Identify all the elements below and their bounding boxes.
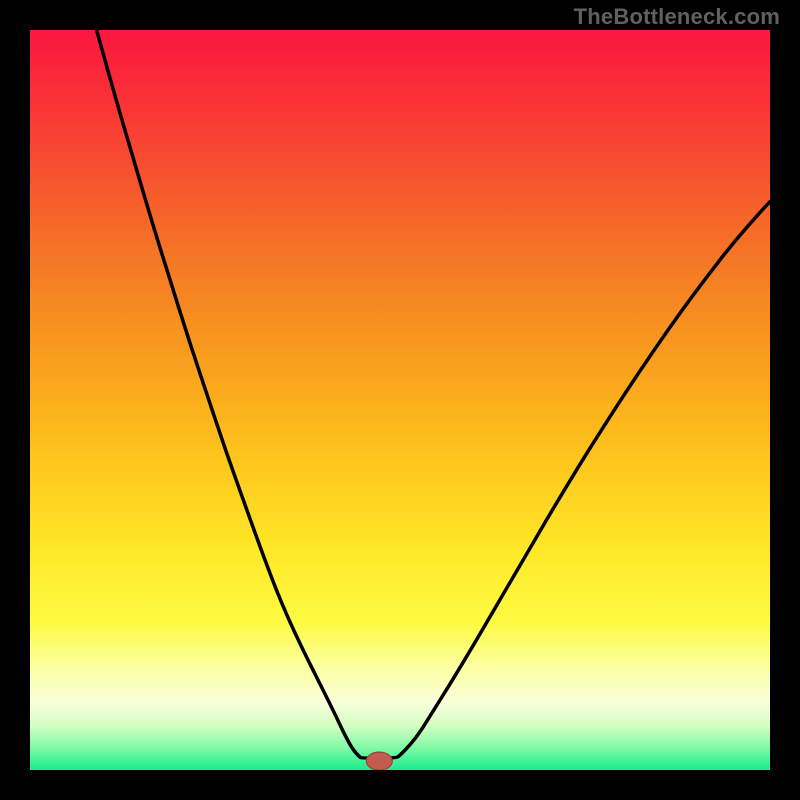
optimal-marker — [366, 752, 392, 770]
chart-frame: TheBottleneck.com — [0, 0, 800, 800]
gradient-background — [30, 30, 770, 770]
watermark-text: TheBottleneck.com — [574, 4, 780, 30]
plot-area — [30, 30, 770, 770]
bottleneck-chart — [30, 30, 770, 770]
